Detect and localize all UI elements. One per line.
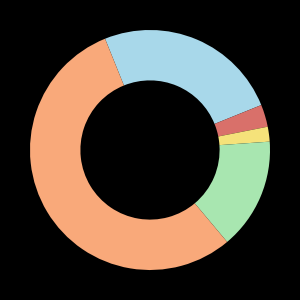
Wedge shape	[30, 39, 227, 270]
Wedge shape	[105, 30, 261, 124]
Wedge shape	[195, 142, 270, 242]
Wedge shape	[214, 105, 268, 136]
Wedge shape	[218, 127, 270, 145]
